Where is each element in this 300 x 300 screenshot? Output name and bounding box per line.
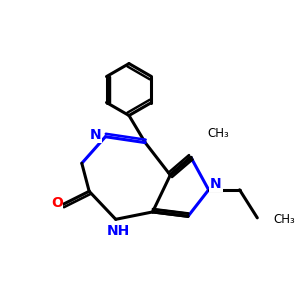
Text: N: N xyxy=(210,177,222,191)
Text: N: N xyxy=(89,128,101,142)
Text: NH: NH xyxy=(107,224,130,238)
Text: O: O xyxy=(51,196,63,210)
Text: CH₃: CH₃ xyxy=(207,127,229,140)
Text: CH₃: CH₃ xyxy=(274,213,295,226)
